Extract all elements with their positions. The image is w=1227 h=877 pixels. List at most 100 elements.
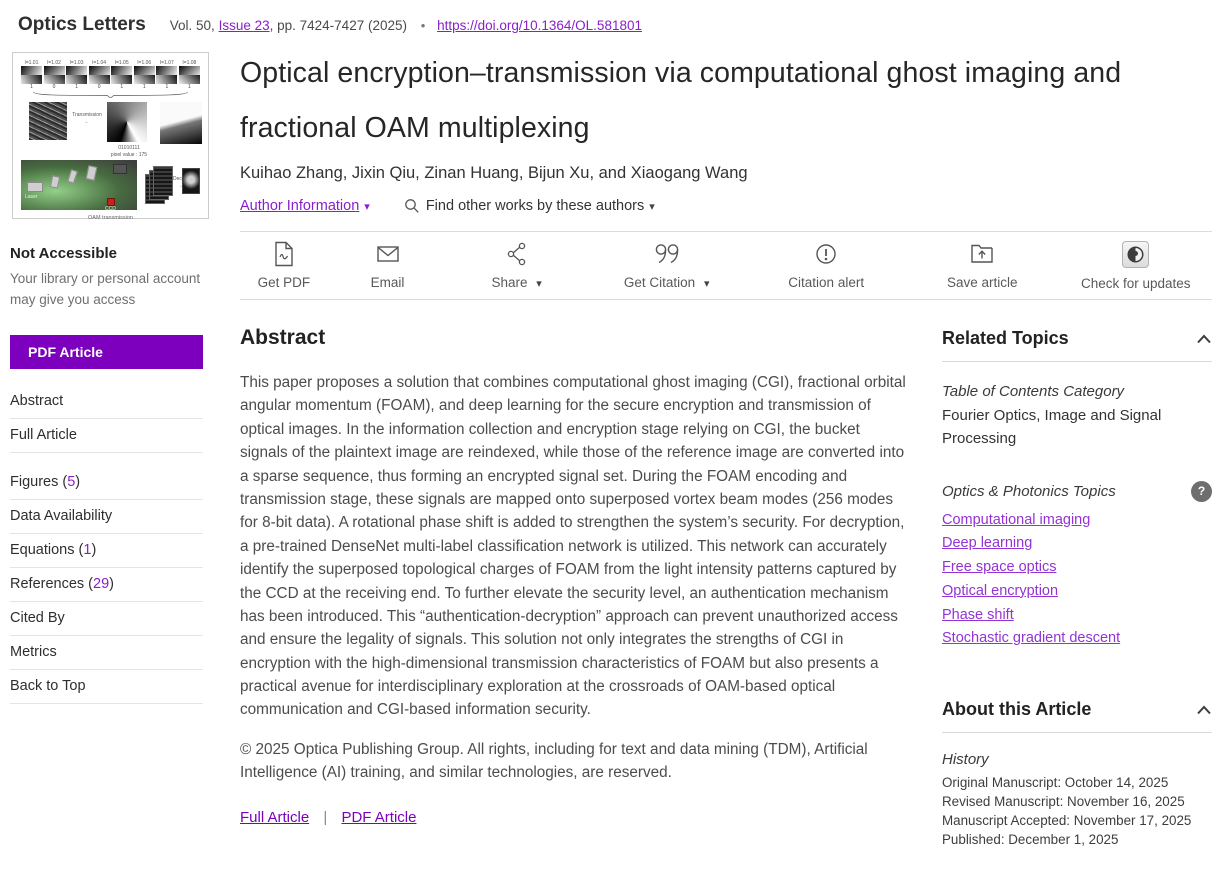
decoded-image <box>182 168 200 194</box>
history-original: Original Manuscript: October 14, 2025 <box>942 775 1169 791</box>
caret-down-icon: ▾ <box>649 200 655 213</box>
topic-link[interactable]: Deep learning <box>942 535 1033 552</box>
journal-header: Optics Letters Vol. 50, Issue 23, pp. 74… <box>18 14 642 36</box>
article-authors: Kuihao Zhang, Jixin Qiu, Zinan Huang, Bi… <box>240 164 748 182</box>
zoomed-phase-image <box>160 102 202 144</box>
abstract-section: Abstract This paper proposes a solution … <box>240 300 907 849</box>
thumbnail-middle-row: Transmission ← <box>21 100 202 144</box>
email-button[interactable]: Email <box>328 241 448 290</box>
topic-link[interactable]: Free space optics <box>942 559 1057 576</box>
dot-separator: • <box>420 18 426 33</box>
article-title: Optical encryption–transmission via comp… <box>240 57 1122 144</box>
get-citation-button[interactable]: Get Citation ▾ <box>586 241 748 290</box>
email-icon <box>376 246 399 262</box>
nav-abstract[interactable]: Abstract <box>10 385 203 419</box>
transmission-arrow: Transmission ← <box>72 112 102 125</box>
access-status-title: Not Accessible <box>10 245 117 262</box>
topic-link[interactable]: Optical encryption <box>942 582 1059 599</box>
vortex-phase-image <box>107 102 147 142</box>
pdf-icon <box>275 241 293 267</box>
speckle-image <box>29 102 67 140</box>
topic-link[interactable]: Phase shift <box>942 606 1014 623</box>
toc-category-label: Table of Contents Category <box>942 383 1125 400</box>
copyright-text: © 2025 Optica Publishing Group. All righ… <box>240 740 868 782</box>
topic-link[interactable]: Stochastic gradient descent <box>942 630 1121 647</box>
equations-count: 1 <box>83 541 92 558</box>
main-region: Optical encryption–transmission via comp… <box>240 46 1212 849</box>
share-icon <box>507 242 525 266</box>
article-bottom-links: Full Article PDF Article <box>240 809 907 826</box>
journal-name: Optics Letters <box>18 14 146 35</box>
pattern-stack <box>145 166 175 206</box>
search-icon <box>404 199 419 213</box>
citation-alert-button[interactable]: Citation alert <box>747 241 905 290</box>
caret-down-icon: ▾ <box>536 278 542 290</box>
article-thumbnail[interactable]: l=1.01 1 l=1.02 0 l=1.03 1 l=1.04 0 l=1.05 1 … <box>12 52 209 221</box>
find-other-works-link[interactable]: Find other works by these authors ▾ <box>404 198 655 214</box>
journal-meta: Vol. 50, Issue 23, pp. 7424-7427 (2025) … <box>170 18 642 33</box>
nav-cited-by[interactable]: Cited By <box>10 602 203 636</box>
nav-full-article[interactable]: Full Article <box>10 419 203 453</box>
nav-back-to-top[interactable]: Back to Top <box>10 670 203 704</box>
about-article-section: About this Article History Original Manu… <box>942 699 1212 849</box>
chevron-up-icon <box>1197 334 1211 343</box>
volume-label: Vol. 50, <box>169 18 215 33</box>
history-published: Published: December 1, 2025 <box>942 832 1119 848</box>
nav-equations[interactable]: Equations1 <box>10 534 203 568</box>
quote-icon <box>655 244 678 264</box>
nav-group-gap <box>10 453 203 466</box>
save-icon <box>971 244 993 263</box>
pdf-article-link[interactable]: PDF Article <box>341 808 417 826</box>
toc-category-block: Table of Contents Category Fourier Optic… <box>942 383 1212 451</box>
help-icon[interactable]: ? <box>1191 480 1212 502</box>
access-status-subtitle: Your library or personal account may giv… <box>10 271 201 307</box>
oam-mode-strip: l=1.01 1 l=1.02 0 l=1.03 1 l=1.04 0 l=1.05 1 … <box>21 60 200 90</box>
chevron-up-icon <box>1197 705 1211 714</box>
check-for-updates-button[interactable]: Check for updates <box>1059 240 1212 291</box>
history-accepted: Manuscript Accepted: November 17, 2025 <box>942 813 1192 829</box>
topic-link[interactable]: Computational imaging <box>942 511 1091 528</box>
about-article-heading: About this Article <box>942 699 1092 720</box>
thumbnail-mid-caption: 01010111 pixel value : 175 <box>110 145 148 158</box>
thumbnail-caption: OAM transmission <box>88 215 133 221</box>
divider <box>240 299 1212 300</box>
optics-photonics-topics-row: Optics & Photonics Topics ? <box>942 480 1212 502</box>
pipe-separator <box>323 809 327 826</box>
about-article-header[interactable]: About this Article <box>942 699 1212 734</box>
left-sidebar: l=1.01 1 l=1.02 0 l=1.03 1 l=1.04 0 l=1.05 1 … <box>10 52 213 704</box>
crossmark-icon <box>1122 240 1150 268</box>
nav-figures[interactable]: Figures5 <box>10 466 203 500</box>
history-lines: Original Manuscript: October 14, 2025 Re… <box>942 773 1212 849</box>
abstract-heading: Abstract <box>240 326 326 349</box>
brace-glyph <box>33 91 188 98</box>
caret-down-icon: ▾ <box>703 278 710 290</box>
references-count: 29 <box>93 575 110 592</box>
history-revised: Revised Manuscript: November 16, 2025 <box>942 794 1185 810</box>
optical-setup-photo: Laser CCD <box>21 160 137 212</box>
decode-arrow: Decode→ <box>173 176 190 189</box>
ccd-marker <box>107 198 115 206</box>
caret-down-icon[interactable]: ▾ <box>364 200 370 213</box>
nav-references[interactable]: References29 <box>10 568 203 602</box>
author-information-link[interactable]: Author Information <box>240 198 360 214</box>
action-toolbar: Get PDF Email Share ▾ <box>240 232 1212 299</box>
nav-metrics[interactable]: Metrics <box>10 636 203 670</box>
topic-links-list: Computational imaging Deep learning Free… <box>942 509 1212 652</box>
related-topics-header[interactable]: Related Topics <box>942 328 1212 362</box>
doi-link[interactable]: https://doi.org/10.1364/OL.581801 <box>437 18 642 33</box>
full-article-link[interactable]: Full Article <box>240 808 310 826</box>
nav-data-availability[interactable]: Data Availability <box>10 500 203 534</box>
related-topics-heading: Related Topics <box>942 328 1069 348</box>
alert-icon <box>816 244 836 264</box>
author-links-row: Author Information ▾ Find other works by… <box>240 198 1212 214</box>
abstract-text: This paper proposes a solution that comb… <box>240 374 906 719</box>
history-label: History <box>942 751 989 769</box>
save-article-button[interactable]: Save article <box>905 241 1060 290</box>
right-sidebar: Related Topics Table of Contents Categor… <box>942 300 1212 849</box>
article-nav: Abstract Full Article Figures5 Data Avai… <box>10 385 203 704</box>
pdf-article-button[interactable]: PDF Article <box>10 334 203 369</box>
issue-link[interactable]: Issue 23 <box>218 18 270 33</box>
pages-label: , pp. 7424-7427 (2025) <box>269 18 407 33</box>
share-button[interactable]: Share ▾ <box>447 241 586 290</box>
get-pdf-button[interactable]: Get PDF <box>240 241 328 290</box>
